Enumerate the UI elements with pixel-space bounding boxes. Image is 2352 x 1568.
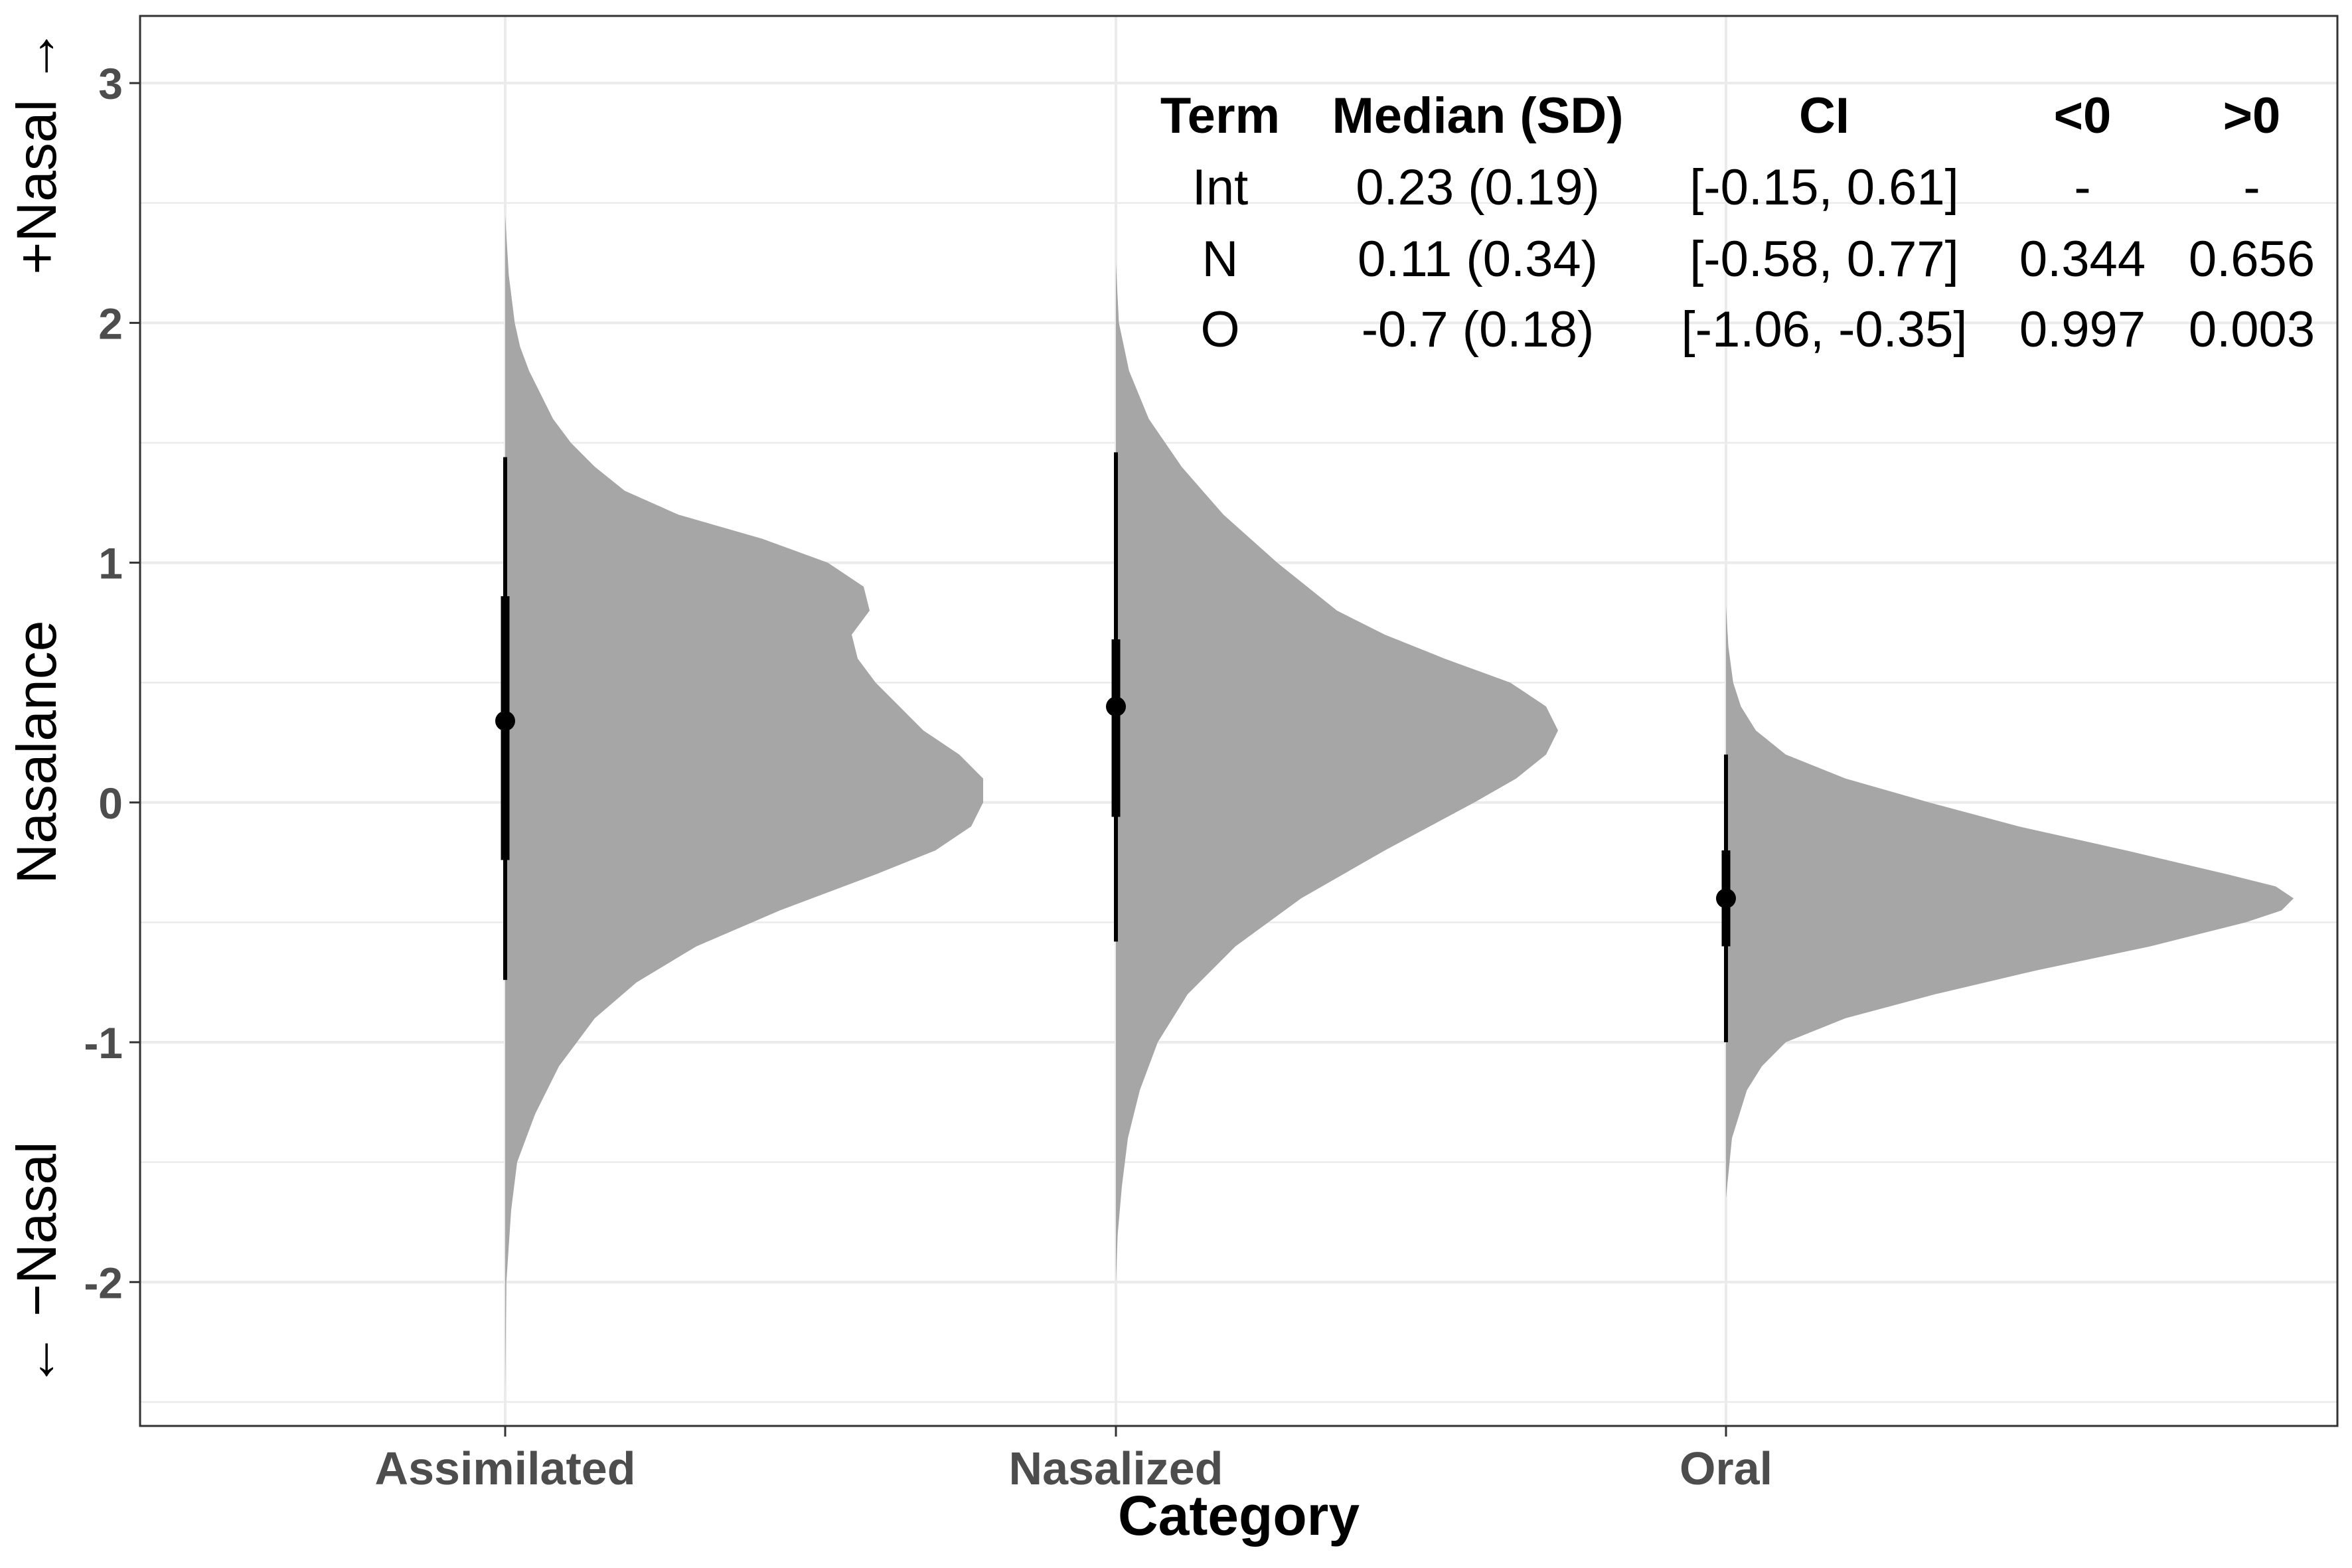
panel-border: [139, 15, 2339, 1427]
density-oral: [1726, 605, 2294, 1198]
table-header-cell: >0: [2223, 88, 2281, 144]
y-tick-label: 3: [98, 59, 123, 108]
table-cell: [-1.06, -0.35]: [1682, 301, 1968, 358]
table-cell: Int: [1192, 159, 1249, 216]
y-axis-bottom-direction-label: ← −Nasal: [5, 1141, 68, 1387]
median-point-nasalized: [1106, 696, 1126, 717]
x-tick-label: Oral: [1680, 1443, 1772, 1494]
table-cell: 0.11 (0.34): [1358, 231, 1598, 287]
density-nasalized: [1116, 263, 1558, 1283]
y-tick-label: -1: [84, 1018, 123, 1067]
median-point-oral: [1716, 888, 1736, 909]
table-cell: -: [2243, 159, 2260, 216]
table-header-cell: Term: [1160, 88, 1280, 144]
interval-layer: [495, 452, 1736, 1043]
axes: -2 -1 0 1 2 3 Assimilated Nasalized Oral: [84, 59, 1772, 1494]
table-cell: -: [2074, 159, 2090, 216]
table-cell: N: [1202, 231, 1239, 287]
density-layer: [505, 214, 2294, 1390]
x-tick-label: Assimilated: [375, 1443, 636, 1494]
table-cell: 0.23 (0.19): [1356, 159, 1600, 216]
table-cell: -0.7 (0.18): [1362, 301, 1595, 358]
table-cell: 0.656: [2189, 231, 2315, 287]
y-axis-top-direction-label: +Nasal →: [5, 28, 68, 274]
table-cell: [-0.15, 0.61]: [1689, 159, 1959, 216]
table-cell: 0.003: [2189, 301, 2315, 358]
y-tick-label: 2: [98, 299, 123, 348]
median-point-assimilated: [495, 711, 515, 731]
x-tick-label: Nasalized: [1009, 1443, 1223, 1494]
y-tick-label: 1: [98, 539, 123, 588]
table-header-cell: CI: [1799, 88, 1849, 144]
table-header-cell: <0: [2054, 88, 2112, 144]
y-tick-label: 0: [98, 779, 123, 828]
y-axis-title: Nasalance: [5, 621, 68, 884]
table-cell: O: [1200, 301, 1239, 358]
table-cell: [-0.58, 0.77]: [1689, 231, 1959, 287]
table-header-cell: Median (SD): [1332, 88, 1623, 144]
table-cell: 0.997: [2019, 301, 2146, 358]
x-axis-title: Category: [1118, 1484, 1360, 1547]
stats-table: Term Median (SD) CI <0 >0 Int 0.23 (0.19) [-0.1…: [1160, 88, 2315, 358]
y-tick-label: -2: [84, 1258, 123, 1307]
table-cell: 0.344: [2019, 231, 2146, 287]
density-assimilated: [505, 214, 983, 1390]
